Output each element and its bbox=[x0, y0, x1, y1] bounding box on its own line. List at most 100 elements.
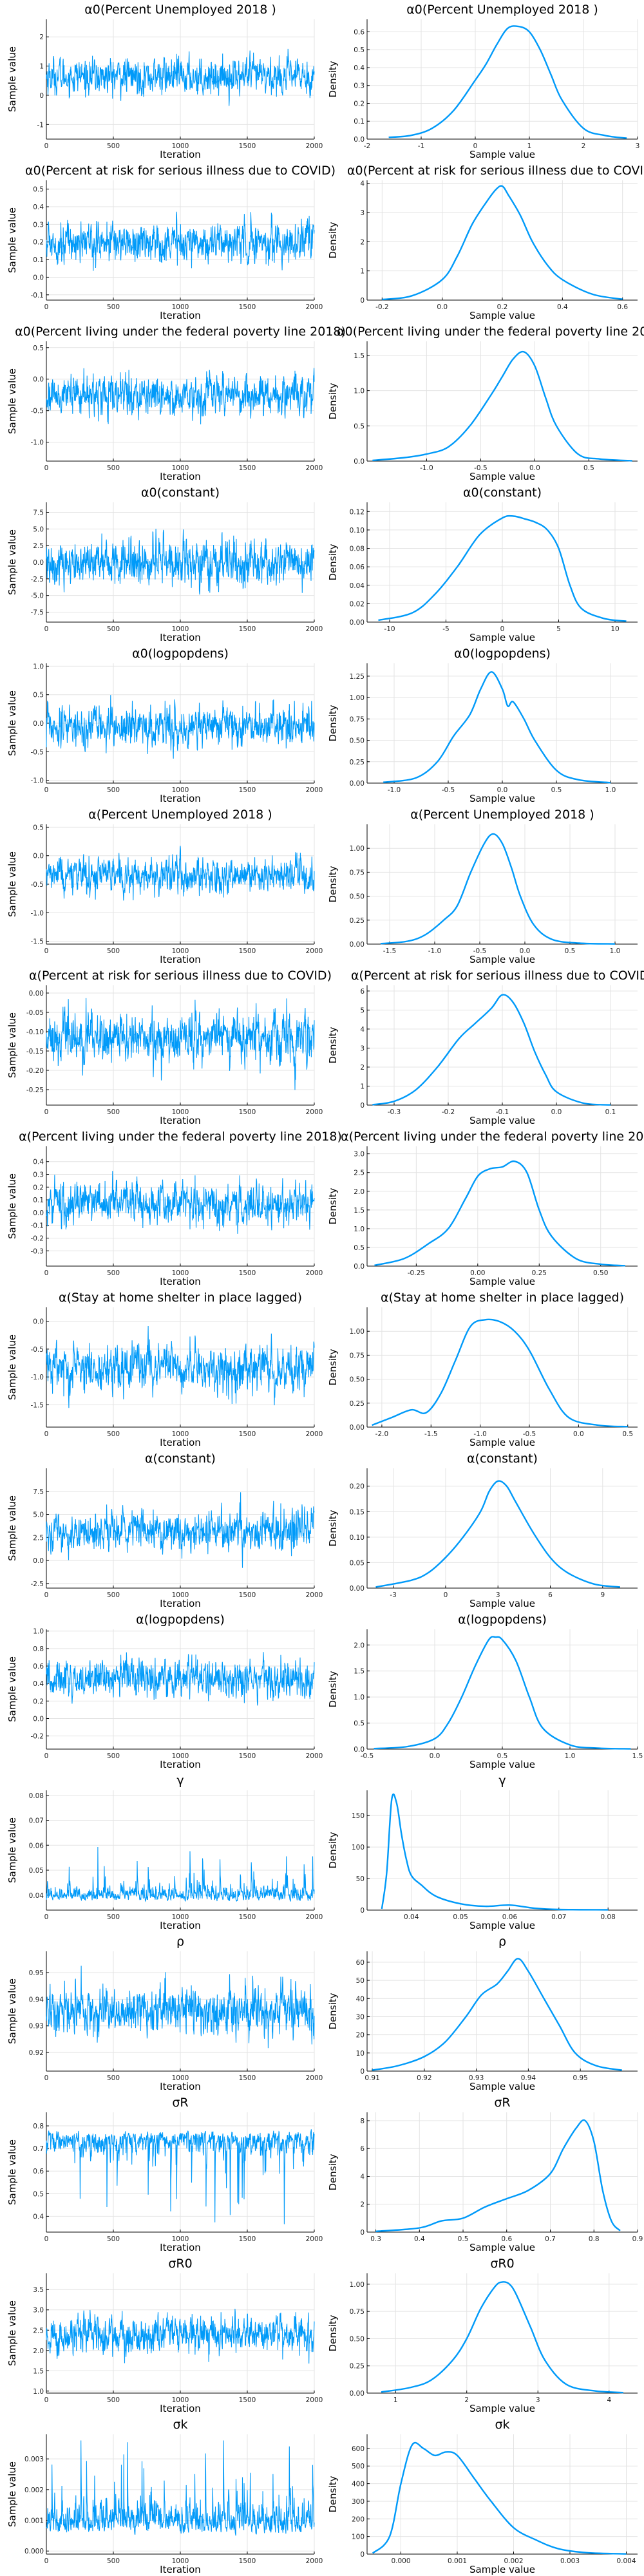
y-tick-label: 50 bbox=[356, 1875, 365, 1883]
y-tick-label: -2.5 bbox=[31, 1580, 44, 1588]
y-tick-label: 40 bbox=[356, 1995, 365, 2003]
panel-title: σk bbox=[495, 2418, 509, 2432]
x-tick-label: 500 bbox=[107, 142, 120, 150]
panel-0-right: -2 -1 0 1 2 3 0.0 0.1 0.2 0.3 0.4 0.5 0.6 α0(Percent … bbox=[327, 3, 639, 160]
y-axis-label: Sample value bbox=[6, 1173, 18, 1239]
y-tick-label: 0.0 bbox=[354, 458, 365, 466]
panel-title: α(constant) bbox=[145, 1452, 216, 1466]
x-tick-label: -1.0 bbox=[388, 786, 401, 794]
density-curve bbox=[380, 833, 616, 945]
y-axis-label: Sample value bbox=[6, 207, 18, 273]
x-tick-label: 1500 bbox=[239, 2557, 256, 2565]
y-axis-label: Density bbox=[327, 222, 339, 258]
y-tick-label: 2.0 bbox=[354, 1188, 365, 1196]
y-axis-label: Density bbox=[327, 544, 339, 580]
x-tick-label: 0.000 bbox=[391, 2557, 410, 2565]
x-tick-label: 2000 bbox=[306, 1108, 323, 1116]
x-tick-label: 10 bbox=[611, 625, 619, 633]
x-axis-label: Iteration bbox=[160, 632, 201, 643]
x-tick-label: 0.5 bbox=[551, 786, 562, 794]
y-tick-label: -1.0 bbox=[31, 909, 44, 917]
x-tick-label: 0 bbox=[473, 142, 478, 150]
y-tick-label: 0.3 bbox=[33, 1171, 44, 1179]
x-tick-label: 1500 bbox=[239, 1752, 256, 1760]
x-tick-label: 0.4 bbox=[414, 2235, 425, 2243]
y-tick-label: 0.2 bbox=[33, 1184, 44, 1191]
x-tick-label: 0 bbox=[44, 1269, 49, 1277]
y-tick-label: 0.75 bbox=[350, 2308, 365, 2316]
y-tick-label: 0.25 bbox=[350, 2363, 365, 2371]
x-tick-label: 1000 bbox=[172, 786, 189, 794]
density-curve bbox=[374, 1636, 631, 1750]
x-tick-label: 0 bbox=[44, 786, 49, 794]
panel-7-right: -0.25 0.00 0.25 0.50 0.0 0.5 1.0 1.5 2.0 2.5 3.0 α(… bbox=[327, 1130, 644, 1287]
panel-title: α(Percent at risk for serious illness du… bbox=[351, 969, 644, 983]
x-tick-label: -0.5 bbox=[442, 786, 455, 794]
y-tick-label: 0.25 bbox=[350, 759, 365, 766]
x-tick-label: 0.004 bbox=[616, 2557, 636, 2565]
panel-title: α0(logpopdens) bbox=[132, 647, 229, 661]
x-axis-label: Iteration bbox=[160, 1276, 201, 1287]
x-tick-label: 0.94 bbox=[521, 2074, 536, 2082]
x-tick-label: 1500 bbox=[239, 1108, 256, 1116]
x-tick-label: 0 bbox=[44, 625, 49, 633]
y-tick-label: 0.05 bbox=[29, 1867, 44, 1875]
panel-11-right: 0.04 0.05 0.06 0.07 0.08 0 50 100 150 γ Sample val… bbox=[327, 1774, 638, 1931]
y-tick-label: -0.2 bbox=[31, 1235, 44, 1242]
y-axis-label: Sample value bbox=[6, 690, 18, 756]
x-axis-label: Iteration bbox=[160, 2564, 201, 2575]
y-tick-label: 0.04 bbox=[350, 582, 365, 590]
y-axis-label: Density bbox=[327, 1188, 339, 1224]
panel-title: γ bbox=[498, 1774, 506, 1788]
y-axis-label: Sample value bbox=[6, 1012, 18, 1078]
x-tick-label: 0 bbox=[44, 1913, 49, 1921]
panel-title: α0(Percent Unemployed 2018 ) bbox=[84, 3, 276, 17]
x-axis-label: Sample value bbox=[469, 632, 535, 643]
y-tick-label: 0.10 bbox=[350, 527, 365, 535]
x-tick-label: 500 bbox=[107, 1269, 120, 1277]
panel-title: α(logpopdens) bbox=[136, 1613, 225, 1627]
y-axis-label: Density bbox=[327, 61, 339, 97]
y-tick-label: 0 bbox=[360, 1102, 365, 1110]
y-tick-label: 0.5 bbox=[354, 46, 365, 54]
x-tick-label: -0.5 bbox=[474, 464, 488, 472]
x-tick-label: -2 bbox=[364, 142, 370, 150]
y-tick-label: 300 bbox=[352, 2498, 365, 2506]
y-axis-label: Sample value bbox=[6, 529, 18, 595]
panel-title: α0(Percent living under the federal pove… bbox=[15, 325, 346, 339]
x-axis-label: Sample value bbox=[469, 1437, 535, 1448]
y-tick-label: -1.5 bbox=[31, 938, 44, 946]
y-tick-label: 6 bbox=[360, 988, 365, 996]
density-curve bbox=[381, 1793, 609, 1911]
x-axis-label: Sample value bbox=[469, 149, 535, 160]
x-tick-label: 1500 bbox=[239, 1591, 256, 1599]
y-tick-label: 0 bbox=[360, 2068, 365, 2076]
panel-4-left: 0 500 1000 1500 2000 -1.0 -0.5 0.0 0.5 1.0 α0(logp… bbox=[6, 647, 323, 804]
panel-10-left: 0 500 1000 1500 2000 -0.2 0.0 0.2 0.4 0.6 0.8 1.0 α(… bbox=[6, 1613, 323, 1770]
x-tick-label: 0.04 bbox=[404, 1913, 419, 1921]
y-tick-label: -0.5 bbox=[31, 408, 44, 415]
y-tick-label: 0.00 bbox=[350, 619, 365, 627]
trace-line bbox=[46, 695, 315, 759]
trace-line bbox=[46, 48, 315, 106]
y-tick-label: 2 bbox=[360, 1064, 365, 1072]
x-tick-label: 0 bbox=[444, 1591, 448, 1599]
y-tick-label: -1.0 bbox=[31, 777, 44, 785]
y-tick-label: 3.0 bbox=[33, 2307, 44, 2315]
panel-title: α(Percent Unemployed 2018 ) bbox=[410, 808, 594, 822]
x-tick-label: 2000 bbox=[306, 1269, 323, 1277]
x-tick-label: -0.5 bbox=[473, 947, 487, 955]
panel-title: α0(Percent Unemployed 2018 ) bbox=[406, 3, 598, 17]
x-axis-label: Iteration bbox=[160, 310, 201, 321]
y-tick-label: 0 bbox=[360, 1907, 365, 1915]
x-tick-label: 0 bbox=[44, 1752, 49, 1760]
y-tick-label: -0.2 bbox=[31, 1733, 44, 1741]
y-tick-label: 1.25 bbox=[350, 673, 365, 681]
y-tick-label: 0.0 bbox=[354, 1746, 365, 1754]
y-tick-label: 0.0 bbox=[354, 1263, 365, 1271]
x-tick-label: 0 bbox=[44, 464, 49, 472]
density-curve bbox=[375, 1480, 621, 1588]
panel-title: α0(Percent at risk for serious illness d… bbox=[25, 164, 336, 178]
x-tick-label: 0.4 bbox=[557, 303, 568, 311]
